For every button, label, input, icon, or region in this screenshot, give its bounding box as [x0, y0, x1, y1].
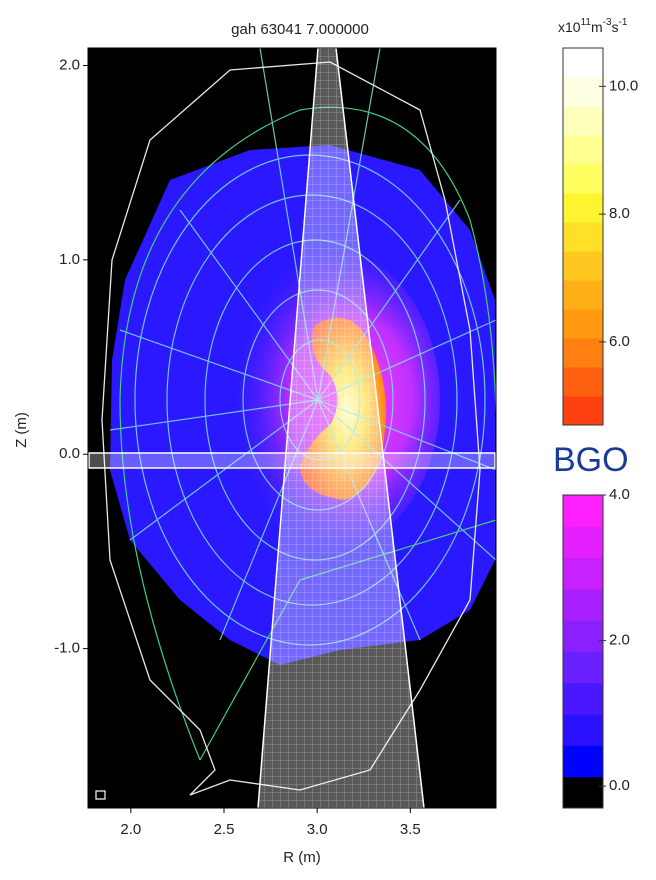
colorbar-tick-label: 0.0: [609, 777, 630, 794]
colorbar-step: [563, 222, 603, 252]
y-tick-label: 0.0: [59, 445, 80, 462]
colorbar-tick-label: 2.0: [609, 632, 630, 649]
colorbar-step: [563, 367, 603, 397]
y-tick-label: -1.0: [54, 640, 80, 657]
colorbar-step: [563, 338, 603, 368]
unit-text: m: [591, 19, 603, 35]
colorbar-step: [563, 526, 603, 558]
colorbar-unit: x1011m-3s-1: [558, 17, 628, 35]
colorbar-step: [563, 589, 603, 621]
plot-area: [88, 48, 496, 808]
colorbar-step: [563, 77, 603, 107]
y-axis-label: Z (m): [13, 412, 30, 448]
y-tick-label: 2.0: [59, 56, 80, 73]
colorbar-step: [563, 652, 603, 684]
colorbar-step: [563, 620, 603, 652]
chart: gah 63041 7.000000 R (m) Z (m) x1011m-3s…: [0, 0, 656, 875]
colorbar-tick-label: 10.0: [609, 77, 638, 94]
colorbar-step: [563, 193, 603, 223]
colorbar-step: [563, 309, 603, 339]
colorbar-step: [563, 251, 603, 281]
colorbar-step: [563, 106, 603, 136]
colorbar-step: [563, 48, 603, 78]
colorbar-tick-label: 8.0: [609, 205, 630, 222]
colorbar-step: [563, 135, 603, 165]
colorbar-step: [563, 683, 603, 715]
colorbar-step: [563, 714, 603, 746]
colorbar-step: [563, 280, 603, 310]
x-tick-label: 2.5: [214, 821, 235, 838]
unit-text: s: [612, 19, 619, 35]
x-tick-label: 3.0: [307, 821, 328, 838]
colorbar-tick-label: 4.0: [609, 486, 630, 503]
colorbar-step: [563, 777, 603, 809]
chart-title: gah 63041 7.000000: [231, 21, 369, 38]
unit-text: x10: [558, 19, 581, 35]
colorbar-step: [563, 558, 603, 590]
unit-superscript: -1: [619, 17, 628, 28]
colorbar-step: [563, 745, 603, 777]
colorbar-label: BGO: [553, 441, 629, 479]
y-tick-label: 1.0: [59, 251, 80, 268]
horizontal-band: [89, 453, 495, 468]
x-tick-label: 3.5: [400, 821, 421, 838]
colorbar-tick-label: 6.0: [609, 333, 630, 350]
colorbar-step: [563, 164, 603, 194]
colorbar-step: [563, 495, 603, 527]
x-axis-label: R (m): [283, 849, 321, 866]
x-tick-label: 2.0: [120, 821, 141, 838]
colorbar-step: [563, 396, 603, 426]
unit-superscript: 11: [581, 17, 592, 28]
